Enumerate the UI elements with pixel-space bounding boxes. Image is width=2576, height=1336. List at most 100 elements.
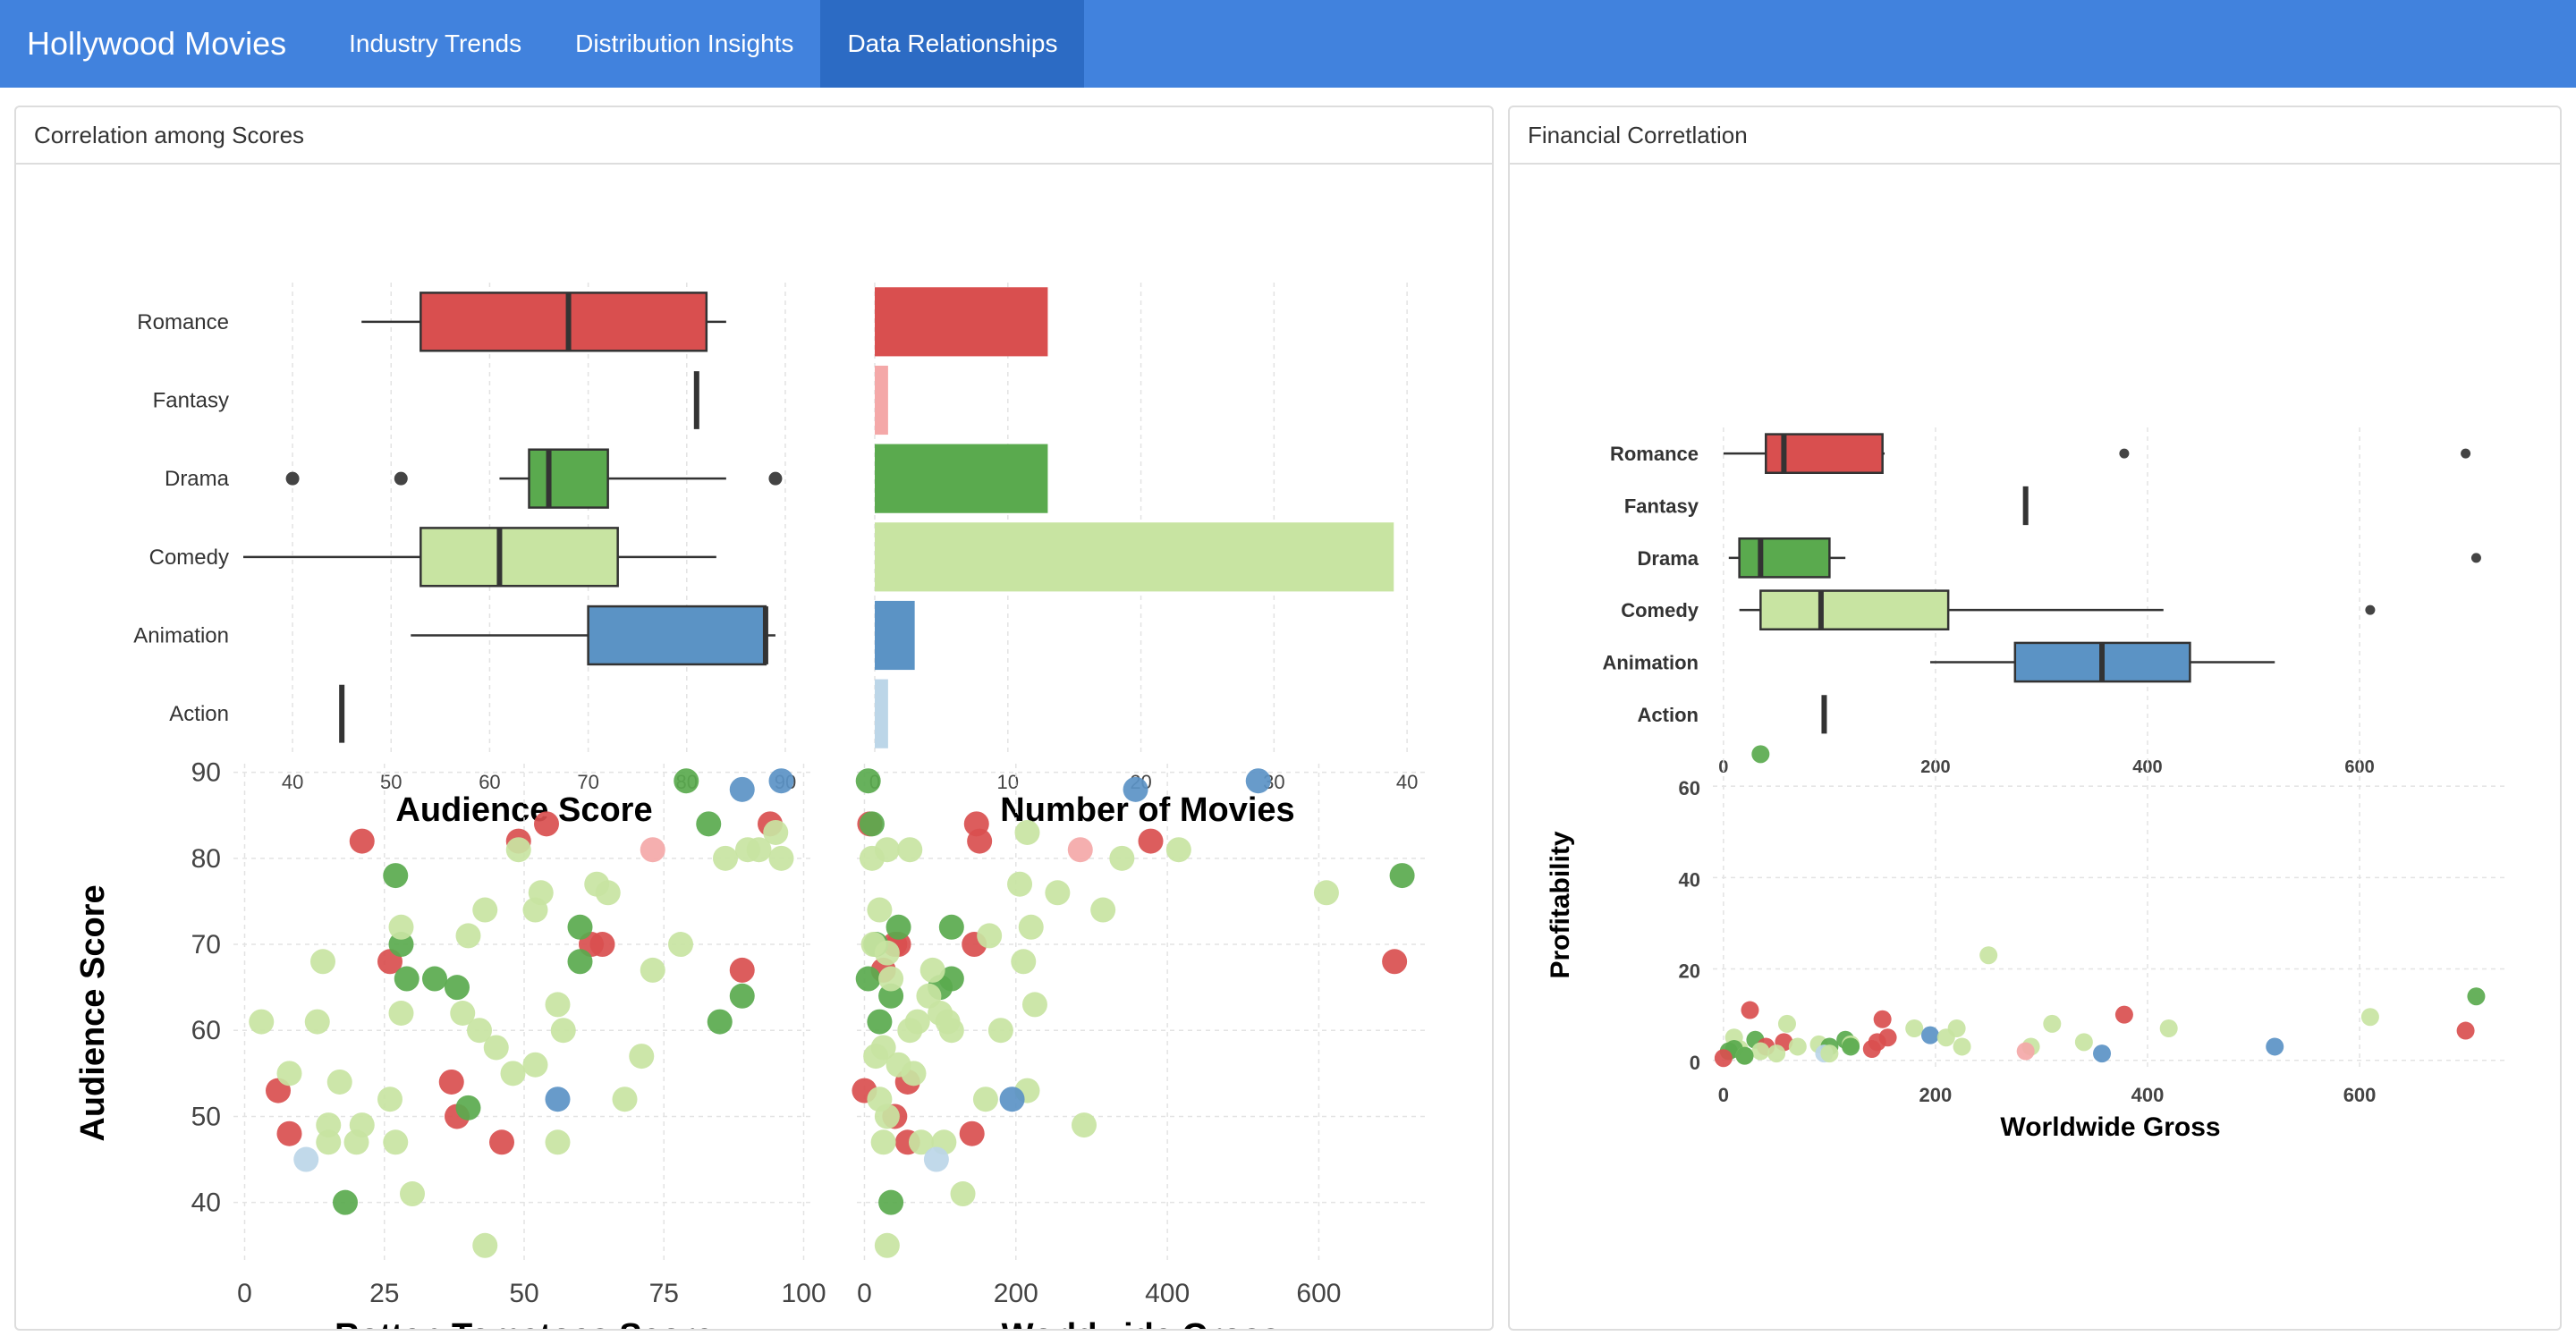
- point-drama: [867, 1009, 893, 1035]
- point-drama: [455, 1095, 481, 1120]
- outlier-point-drama: [768, 471, 783, 486]
- point-comedy: [867, 897, 893, 923]
- genre-label-romance: Romance: [1610, 443, 1699, 465]
- tab-distribution-insights[interactable]: Distribution Insights: [575, 30, 794, 57]
- app-title[interactable]: Hollywood Movies: [27, 25, 287, 62]
- point-comedy: [1313, 880, 1339, 906]
- point-comedy: [500, 1061, 526, 1087]
- point-comedy: [950, 1181, 976, 1207]
- point-drama: [938, 914, 964, 940]
- genre-label-romance: Romance: [137, 310, 229, 334]
- box-drama: [1738, 537, 1831, 579]
- point-drama: [855, 966, 881, 992]
- point-comedy: [400, 1181, 425, 1207]
- point-drama: [886, 914, 911, 940]
- point-animation: [2266, 1037, 2284, 1056]
- point-drama: [567, 949, 593, 975]
- genre-label-drama: Drama: [1638, 547, 1699, 570]
- point-comedy: [1953, 1037, 1971, 1056]
- bar-comedy: [875, 522, 1394, 592]
- point-comedy: [1979, 946, 1998, 965]
- point-comedy: [1045, 880, 1071, 906]
- point-comedy: [668, 932, 693, 958]
- tick-label: 100: [781, 1279, 826, 1308]
- point-comedy: [1820, 1044, 1839, 1063]
- box-drama: [528, 448, 609, 509]
- point-comedy: [1014, 819, 1040, 845]
- point-romance: [1382, 949, 1408, 975]
- point-comedy: [863, 1044, 889, 1070]
- point-romance: [1873, 1010, 1892, 1028]
- point-romance: [729, 957, 755, 983]
- tick-label: 200: [1919, 1084, 1953, 1106]
- tick-label: 0: [1718, 1084, 1729, 1106]
- axis-label-audience-score: Audience Score: [74, 884, 112, 1141]
- tick-label: 10: [997, 771, 1019, 793]
- point-comedy: [522, 1052, 548, 1078]
- point-fantasy: [640, 837, 665, 863]
- point-romance: [1714, 1049, 1733, 1068]
- tick-label: 600: [2343, 1084, 2377, 1106]
- point-comedy: [326, 1069, 352, 1095]
- point-drama: [1751, 745, 1770, 764]
- point-comedy: [472, 897, 498, 923]
- tab-industry-trends[interactable]: Industry Trends: [349, 30, 522, 57]
- point-comedy: [874, 1232, 900, 1258]
- point-comedy: [1109, 845, 1135, 871]
- outlier-point-romance: [2119, 448, 2130, 459]
- axis-label-profitability: Profitability: [1546, 831, 1575, 978]
- axis-label-worldwide-gross: Worldwide Gross: [1002, 1317, 1281, 1329]
- point-comedy: [467, 1018, 492, 1044]
- genre-label-action: Action: [1638, 704, 1699, 726]
- point-romance: [1862, 1040, 1881, 1058]
- outlier-point-drama: [2470, 553, 2481, 563]
- tick-label: 40: [1679, 868, 1700, 891]
- point-drama: [1842, 1037, 1860, 1056]
- point-comedy: [897, 1018, 923, 1044]
- tick-label: 0: [237, 1279, 252, 1308]
- point-drama: [2467, 987, 2486, 1006]
- tick-label: 0: [1690, 1052, 1700, 1074]
- point-comedy: [1090, 897, 1116, 923]
- point-comedy: [1165, 837, 1191, 863]
- point-comedy: [595, 880, 621, 906]
- point-animation: [768, 768, 794, 794]
- point-comedy: [938, 1018, 964, 1044]
- genre-label-drama: Drama: [165, 467, 230, 491]
- box-comedy: [1759, 589, 1950, 631]
- point-comedy: [1788, 1037, 1807, 1056]
- tick-label: 50: [191, 1102, 221, 1131]
- point-comedy: [472, 1232, 498, 1258]
- point-comedy: [545, 1129, 571, 1155]
- point-fantasy: [1067, 837, 1093, 863]
- point-romance: [959, 1120, 985, 1146]
- genre-label-animation: Animation: [1602, 652, 1699, 674]
- point-comedy: [545, 992, 571, 1018]
- financial-charts: Romance Fantasy Drama Comedy Animation Action…: [1546, 427, 2508, 1142]
- tab-data-relationships[interactable]: Data Relationships: [820, 0, 1085, 88]
- point-comedy: [972, 1087, 998, 1112]
- panel-title-financial: Financial Corretlation: [1510, 107, 2560, 165]
- point-romance: [2114, 1005, 2133, 1024]
- point-comedy: [343, 1129, 369, 1155]
- tick-label: 60: [479, 771, 500, 793]
- point-comedy: [874, 1103, 900, 1129]
- point-comedy: [919, 957, 945, 983]
- outlier-point-romance: [2461, 448, 2471, 459]
- point-drama: [1389, 863, 1415, 889]
- point-comedy: [1018, 914, 1044, 940]
- genre-label-animation: Animation: [133, 624, 229, 648]
- bar-drama: [875, 444, 1048, 513]
- point-comedy: [450, 1001, 476, 1026]
- point-comedy: [763, 819, 789, 845]
- outlier-point-drama: [285, 471, 300, 486]
- genre-label-comedy: Comedy: [1621, 599, 1699, 621]
- bar-fantasy: [875, 365, 888, 435]
- point-comedy: [1936, 1028, 1955, 1047]
- point-animation: [1245, 768, 1271, 794]
- axis-label-rotten-tomatoes-score: Rotten Tomatoes Score: [335, 1317, 714, 1329]
- point-comedy: [768, 845, 794, 871]
- point-romance: [349, 828, 375, 854]
- outlier-point-drama: [394, 471, 408, 486]
- tick-label: 0: [857, 1279, 872, 1308]
